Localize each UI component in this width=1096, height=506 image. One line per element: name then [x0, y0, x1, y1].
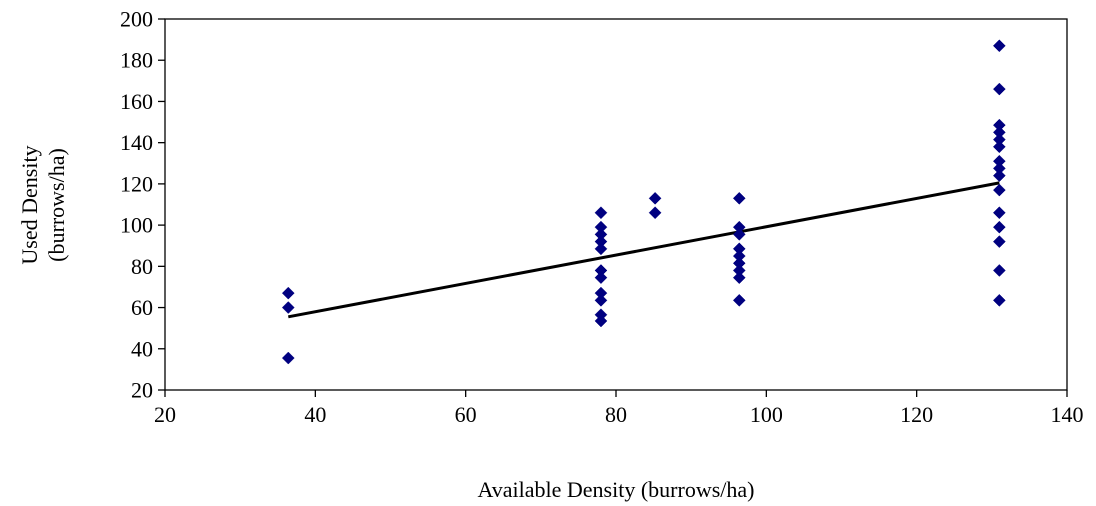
x-tick-label: 140	[1051, 402, 1084, 427]
data-point	[992, 140, 1006, 154]
data-point	[732, 220, 746, 234]
data-point	[594, 220, 608, 234]
data-point	[594, 242, 608, 256]
data-point	[992, 154, 1006, 168]
data-point	[648, 191, 662, 205]
y-tick-label: 80	[131, 254, 153, 279]
data-point	[992, 220, 1006, 234]
data-point	[992, 169, 1006, 182]
x-tick-label: 20	[154, 402, 176, 427]
data-point	[594, 228, 608, 241]
data-point	[992, 82, 1006, 96]
data-point	[281, 351, 295, 365]
data-point	[992, 133, 1006, 146]
data-point	[992, 235, 1006, 248]
x-tick-label: 40	[304, 402, 326, 427]
plot-area	[164, 18, 1068, 391]
y-axis-title-line-2: (burrows/ha)	[44, 148, 69, 262]
data-points	[281, 39, 1006, 365]
y-tick-label: 60	[131, 295, 153, 320]
y-tick-label: 160	[120, 89, 153, 114]
trendline-layer	[287, 181, 1000, 319]
data-point	[594, 293, 608, 307]
data-point	[732, 293, 746, 307]
data-point	[992, 126, 1006, 139]
data-point	[992, 206, 1006, 220]
x-tick-label: 60	[455, 402, 477, 427]
data-point	[594, 206, 608, 220]
x-axis-title: Available Density (burrows/ha)	[478, 477, 755, 502]
data-point	[992, 293, 1006, 307]
y-tick-label: 20	[131, 378, 153, 403]
data-point	[992, 118, 1006, 132]
y-tick-label: 200	[120, 7, 153, 32]
data-point	[732, 191, 746, 205]
data-point	[732, 256, 746, 270]
data-point	[648, 206, 662, 220]
data-point	[594, 308, 608, 322]
y-tick-label: 40	[131, 336, 153, 361]
data-point	[992, 39, 1006, 53]
x-axis-ticks: 20 40 60 80 100 120 140	[154, 390, 1084, 427]
y-axis-title-line-1: Used Density	[17, 145, 42, 264]
y-tick-label: 180	[120, 48, 153, 73]
y-tick-label: 140	[120, 130, 153, 155]
y-axis-ticks: 20 40 60 80 100 120 140 160 180 200	[120, 7, 165, 403]
data-point	[594, 235, 608, 248]
x-tick-label: 80	[605, 402, 627, 427]
data-point	[594, 286, 608, 300]
data-point	[732, 271, 746, 285]
data-point	[594, 264, 608, 277]
x-tick-label: 120	[900, 402, 933, 427]
data-point	[281, 301, 295, 314]
data-point	[732, 249, 746, 263]
data-point	[594, 271, 608, 285]
y-tick-label: 100	[120, 213, 153, 238]
data-point	[992, 264, 1006, 277]
plot-frame	[164, 18, 1068, 391]
data-point	[992, 183, 1006, 197]
trendline	[287, 181, 1000, 319]
x-tick-label: 100	[750, 402, 783, 427]
data-point	[732, 264, 746, 277]
data-point	[732, 242, 746, 256]
data-point	[281, 286, 295, 300]
data-point	[992, 162, 1006, 175]
data-point	[732, 228, 746, 241]
y-tick-label: 120	[120, 171, 153, 196]
